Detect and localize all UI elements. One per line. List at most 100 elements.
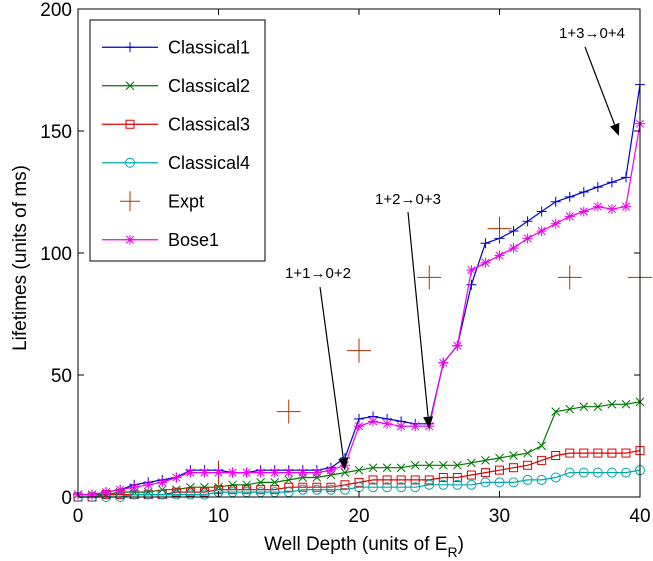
data-point-classical3 [495, 465, 504, 475]
legend: Classical1 Classical2 Classical3 Classical4… [89, 19, 266, 262]
data-point-bose1 [480, 257, 491, 268]
data-point-bose1 [199, 467, 210, 478]
data-point-classical4 [564, 467, 575, 478]
data-point-bose1 [101, 487, 112, 498]
data-point-classical2 [284, 475, 294, 485]
data-point-classical2 [340, 468, 350, 477]
data-point-classical1 [536, 206, 547, 217]
data-point-classical1 [564, 191, 575, 202]
data-point-classical3 [565, 448, 575, 458]
data-point-classical2 [551, 407, 561, 416]
data-point-bose1 [213, 467, 224, 478]
data-point-classical4 [382, 482, 393, 493]
legend-entry-classical4: Classical4 [102, 153, 250, 173]
legend-label: Bose1 [168, 230, 219, 250]
data-point-classical3 [607, 448, 617, 458]
data-point-classical4 [508, 477, 519, 488]
data-point-classical3 [509, 463, 519, 473]
data-point-classical2 [481, 456, 490, 465]
y-tick-label: 50 [51, 366, 72, 387]
data-point-classical3 [593, 448, 603, 458]
legend-label: Expt [168, 191, 204, 211]
data-point-bose1 [494, 250, 505, 261]
data-point-expt [417, 265, 442, 290]
data-point-bose1 [255, 467, 266, 478]
data-point-classical1 [480, 238, 491, 249]
data-point-classical2 [368, 463, 378, 473]
data-point-expt [557, 265, 582, 290]
data-point-classical2 [354, 465, 364, 475]
annotation-arrow-head [609, 122, 620, 136]
data-point-classical2 [410, 460, 420, 470]
data-point-classical3 [579, 448, 589, 458]
annotation-layer: 1+1→0+2 1+2→0+3 1+3→0+4 [285, 25, 625, 471]
data-point-classical2 [593, 402, 603, 412]
data-point-bose1 [143, 479, 154, 490]
data-point-classical2 [495, 453, 504, 463]
data-point-classical3 [340, 480, 350, 490]
data-point-classical3 [396, 475, 406, 485]
data-point-classical3 [466, 470, 476, 480]
data-point-bose1 [438, 357, 449, 368]
data-point-classical4 [157, 489, 168, 500]
data-point-bose1 [410, 421, 421, 432]
x-tick-label: 30 [489, 506, 510, 527]
data-point-classical3 [382, 475, 392, 485]
y-axis-title: Lifetimes (units of ms) [10, 165, 31, 351]
data-point-bose1 [311, 467, 322, 478]
data-point-bose1 [578, 206, 589, 217]
data-point-classical3 [354, 477, 364, 487]
data-point-classical3 [424, 475, 434, 485]
annotation-3: 1+3→0+4 [559, 25, 625, 136]
data-point-bose1 [508, 243, 519, 254]
data-point-bose1 [606, 204, 617, 215]
data-point-classical2 [424, 460, 434, 470]
data-point-classical4 [466, 479, 477, 490]
data-point-classical1 [606, 177, 617, 188]
data-point-bose1 [592, 201, 603, 212]
y-tick-label: 0 [61, 488, 72, 509]
legend-label: Classical1 [168, 37, 250, 57]
data-point-classical4 [550, 472, 561, 483]
data-point-classical2 [579, 402, 589, 412]
data-point-bose1 [283, 467, 294, 478]
legend-label: Classical2 [168, 76, 250, 96]
annotation-label: 1+2→0+3 [375, 191, 441, 208]
y-tick-label: 100 [40, 244, 72, 265]
legend-marker [120, 191, 140, 212]
data-point-bose1 [550, 218, 561, 229]
data-point-bose1 [227, 467, 238, 478]
data-point-classical1 [522, 216, 533, 227]
data-point-classical2 [565, 404, 575, 414]
data-point-classical2 [509, 451, 518, 460]
annotation-arrow-head [423, 416, 434, 429]
data-point-classical2 [438, 460, 448, 470]
data-point-bose1 [269, 467, 280, 478]
data-point-classical4 [620, 467, 631, 478]
data-point-classical3 [368, 475, 378, 485]
series-layer [73, 79, 652, 502]
data-point-bose1 [564, 211, 575, 222]
x-tick-label: 20 [348, 506, 369, 527]
data-point-classical1 [592, 182, 603, 193]
data-point-classical4 [438, 479, 449, 490]
data-point-classical1 [466, 279, 477, 290]
data-point-classical4 [592, 467, 603, 478]
x-axis-title: Well Depth (units of ER) [264, 534, 464, 560]
data-point-bose1 [452, 340, 463, 351]
legend-marker [125, 81, 135, 91]
data-point-classical4 [171, 489, 182, 500]
data-point-classical4 [424, 479, 435, 490]
data-point-classical4 [185, 489, 196, 500]
annotation-arrow-shaft [584, 46, 616, 125]
data-point-bose1 [115, 484, 126, 495]
annotation-arrow-shaft [319, 286, 344, 459]
data-point-classical2 [396, 463, 406, 473]
data-point-bose1 [354, 421, 364, 432]
legend-marker [125, 119, 135, 129]
x-tick-label: 10 [208, 506, 229, 527]
data-point-classical4 [452, 479, 463, 490]
data-point-classical4 [143, 489, 154, 500]
data-point-bose1 [297, 467, 308, 478]
